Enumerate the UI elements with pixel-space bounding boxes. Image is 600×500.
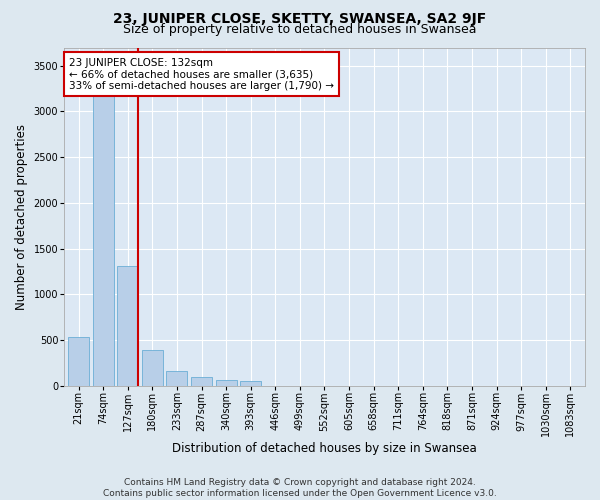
Bar [68, 337, 89, 386]
Y-axis label: Number of detached properties: Number of detached properties [15, 124, 28, 310]
Text: Size of property relative to detached houses in Swansea: Size of property relative to detached ho… [123, 22, 477, 36]
Bar [215, 380, 236, 386]
Bar [118, 266, 138, 386]
Text: Contains HM Land Registry data © Crown copyright and database right 2024.
Contai: Contains HM Land Registry data © Crown c… [103, 478, 497, 498]
Bar [93, 75, 113, 386]
Text: 23, JUNIPER CLOSE, SKETTY, SWANSEA, SA2 9JF: 23, JUNIPER CLOSE, SKETTY, SWANSEA, SA2 … [113, 12, 487, 26]
Bar [191, 378, 212, 386]
X-axis label: Distribution of detached houses by size in Swansea: Distribution of detached houses by size … [172, 442, 477, 455]
Bar [240, 380, 261, 386]
Bar [142, 350, 163, 386]
Text: 23 JUNIPER CLOSE: 132sqm
← 66% of detached houses are smaller (3,635)
33% of sem: 23 JUNIPER CLOSE: 132sqm ← 66% of detach… [69, 58, 334, 91]
Bar [166, 372, 187, 386]
